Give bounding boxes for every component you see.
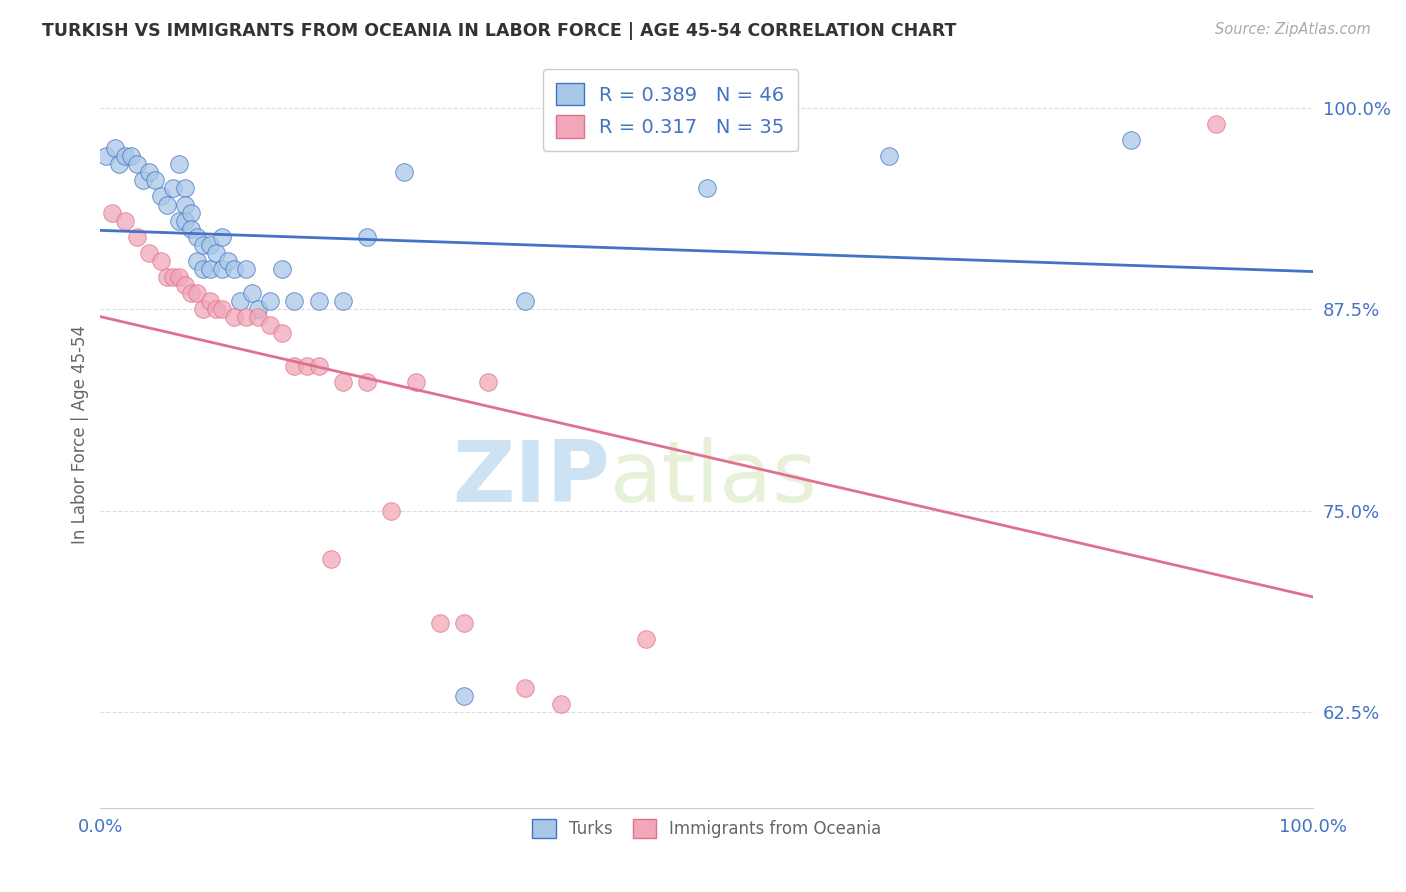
Point bbox=[636, 632, 658, 647]
Point bbox=[392, 165, 415, 179]
Point bbox=[453, 689, 475, 703]
Point bbox=[696, 181, 718, 195]
Point bbox=[150, 253, 173, 268]
Y-axis label: In Labor Force | Age 45-54: In Labor Force | Age 45-54 bbox=[72, 325, 89, 543]
Point bbox=[101, 205, 124, 219]
Point bbox=[308, 294, 330, 309]
Point bbox=[104, 141, 127, 155]
Text: Source: ZipAtlas.com: Source: ZipAtlas.com bbox=[1215, 22, 1371, 37]
Point bbox=[1121, 133, 1143, 147]
Point bbox=[271, 262, 294, 277]
Point bbox=[120, 149, 142, 163]
Point bbox=[332, 375, 354, 389]
Point bbox=[198, 294, 221, 309]
Point bbox=[125, 157, 148, 171]
Point bbox=[180, 286, 202, 301]
Point bbox=[180, 221, 202, 235]
Point bbox=[150, 189, 173, 203]
Point bbox=[211, 262, 233, 277]
Point bbox=[138, 165, 160, 179]
Point bbox=[240, 286, 263, 301]
Legend: Turks, Immigrants from Oceania: Turks, Immigrants from Oceania bbox=[526, 813, 889, 845]
Point bbox=[193, 237, 215, 252]
Point bbox=[156, 270, 179, 285]
Point bbox=[222, 262, 245, 277]
Point bbox=[550, 697, 572, 711]
Point bbox=[204, 302, 226, 317]
Point bbox=[319, 551, 342, 566]
Point bbox=[174, 181, 197, 195]
Point bbox=[259, 294, 281, 309]
Point bbox=[174, 197, 197, 211]
Point bbox=[125, 229, 148, 244]
Point bbox=[247, 302, 270, 317]
Point bbox=[477, 375, 499, 389]
Point bbox=[132, 173, 155, 187]
Point bbox=[114, 149, 136, 163]
Point bbox=[211, 302, 233, 317]
Point bbox=[180, 205, 202, 219]
Point bbox=[198, 262, 221, 277]
Point bbox=[283, 294, 305, 309]
Point bbox=[193, 302, 215, 317]
Point bbox=[380, 503, 402, 517]
Point bbox=[193, 262, 215, 277]
Point bbox=[107, 157, 129, 171]
Point bbox=[186, 229, 208, 244]
Point bbox=[405, 375, 427, 389]
Point bbox=[162, 270, 184, 285]
Point bbox=[167, 213, 190, 227]
Point bbox=[295, 359, 318, 373]
Point bbox=[356, 375, 378, 389]
Point bbox=[222, 310, 245, 325]
Point bbox=[283, 359, 305, 373]
Point bbox=[877, 149, 900, 163]
Point bbox=[167, 270, 190, 285]
Point bbox=[217, 253, 239, 268]
Point bbox=[138, 245, 160, 260]
Point bbox=[259, 318, 281, 333]
Point bbox=[1205, 117, 1227, 131]
Point bbox=[186, 286, 208, 301]
Text: TURKISH VS IMMIGRANTS FROM OCEANIA IN LABOR FORCE | AGE 45-54 CORRELATION CHART: TURKISH VS IMMIGRANTS FROM OCEANIA IN LA… bbox=[42, 22, 956, 40]
Point bbox=[235, 262, 257, 277]
Point bbox=[235, 310, 257, 325]
Point bbox=[308, 359, 330, 373]
Point bbox=[429, 616, 451, 631]
Text: atlas: atlas bbox=[610, 437, 818, 520]
Point bbox=[513, 681, 536, 695]
Point bbox=[332, 294, 354, 309]
Point bbox=[247, 310, 270, 325]
Point bbox=[204, 245, 226, 260]
Point bbox=[167, 157, 190, 171]
Point bbox=[186, 253, 208, 268]
Point bbox=[229, 294, 252, 309]
Point bbox=[162, 181, 184, 195]
Point bbox=[143, 173, 166, 187]
Point bbox=[453, 616, 475, 631]
Point bbox=[211, 229, 233, 244]
Point bbox=[174, 278, 197, 293]
Text: ZIP: ZIP bbox=[453, 437, 610, 520]
Point bbox=[513, 294, 536, 309]
Point bbox=[156, 197, 179, 211]
Point bbox=[198, 237, 221, 252]
Point bbox=[114, 213, 136, 227]
Point bbox=[96, 149, 118, 163]
Point bbox=[271, 326, 294, 341]
Point bbox=[356, 229, 378, 244]
Point bbox=[174, 213, 197, 227]
